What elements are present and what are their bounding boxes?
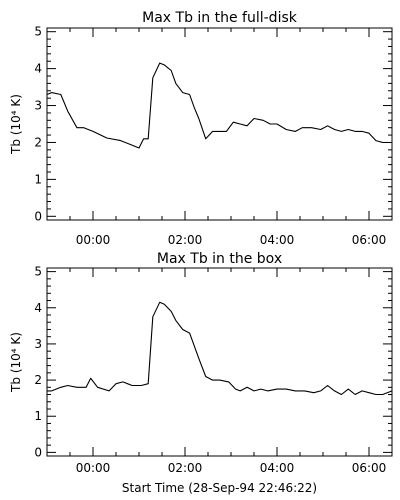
y-tick-label: 5 <box>34 265 42 279</box>
y-tick-label: 2 <box>34 135 42 149</box>
y-tick-label: 0 <box>34 209 42 223</box>
y-tick-label: 2 <box>34 373 42 387</box>
x-tick-label: 04:00 <box>260 233 295 247</box>
full-disk-panel: Max Tb in the full-disk 00:00 02:00 04:00 06… <box>9 10 393 247</box>
x-axis-label: Start Time (28-Sep-94 22:46:22) <box>122 481 317 495</box>
x-tick-label: 06:00 <box>352 233 387 247</box>
y-tick-label: 5 <box>34 25 42 39</box>
y-axis-label: Tb (10⁴ K) <box>9 332 23 393</box>
y-axis-label: Tb (10⁴ K) <box>9 94 23 155</box>
x-tick-label: 06:00 <box>352 461 387 475</box>
chart-title: Max Tb in the box <box>157 251 282 267</box>
x-tick-label: 02:00 <box>168 461 203 475</box>
series-line <box>47 301 393 396</box>
y-tick-label: 0 <box>34 445 42 459</box>
x-tick-label: 00:00 <box>76 461 111 475</box>
plot-frame <box>46 267 393 457</box>
box-panel: Max Tb in the box 00:00 02:00 04:00 06:00 0 1 2… <box>9 251 393 495</box>
x-tick-label: 00:00 <box>76 233 111 247</box>
y-tick-label: 1 <box>34 409 42 423</box>
x-tick-label: 02:00 <box>168 233 203 247</box>
x-tick-label: 04:00 <box>260 461 295 475</box>
y-tick-label: 3 <box>34 99 42 113</box>
y-tick-label: 3 <box>34 337 42 351</box>
y-tick-label: 4 <box>34 62 42 76</box>
chart-title: Max Tb in the full-disk <box>142 10 298 26</box>
plot-frame <box>46 27 393 221</box>
y-tick-label: 4 <box>34 301 42 315</box>
y-tick-label: 1 <box>34 172 42 186</box>
series-line <box>46 62 392 149</box>
